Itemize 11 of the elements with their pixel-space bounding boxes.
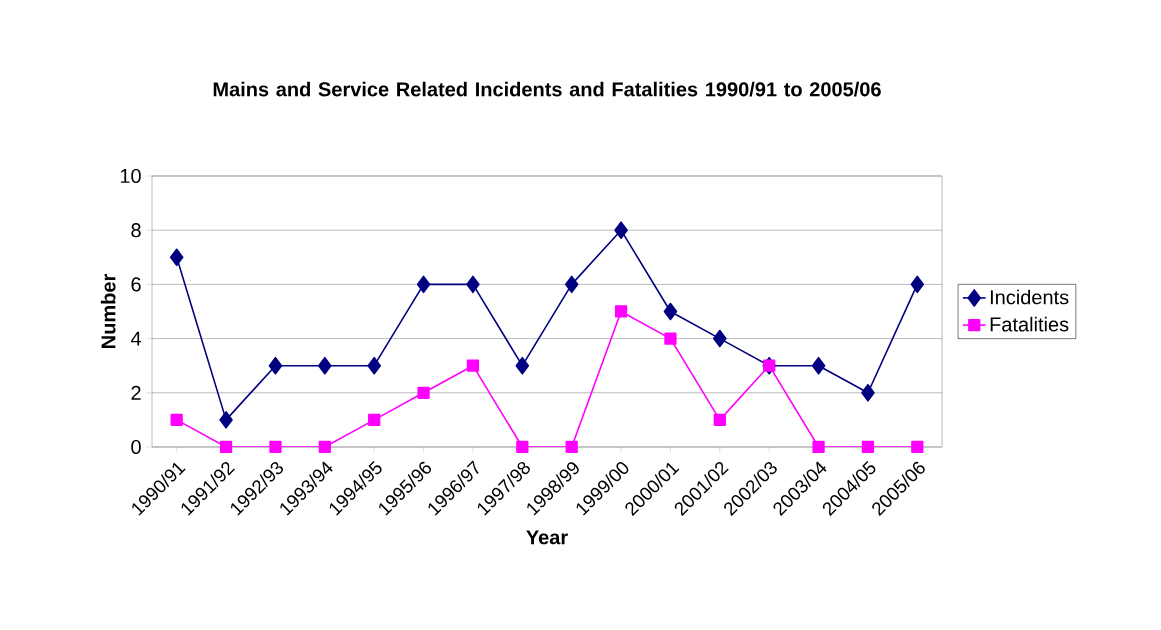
y-tick-label: 10 — [120, 168, 141, 184]
legend-label: Incidents — [990, 289, 1069, 305]
y-tick-label: 2 — [131, 385, 141, 400]
y-tick-label: 4 — [130, 331, 142, 346]
y-tick-label: 0 — [131, 439, 141, 455]
y-tick-label: 8 — [131, 223, 141, 238]
y-tick-label: 6 — [131, 277, 141, 292]
chart-title: Mains and Service Related Incidents and Fatalities 1990/91 to 2005/06 — [213, 81, 881, 97]
y-axis-title: Number — [100, 274, 116, 348]
x-axis-title: Year — [526, 530, 568, 545]
legend-label: Fatalities — [990, 316, 1069, 332]
